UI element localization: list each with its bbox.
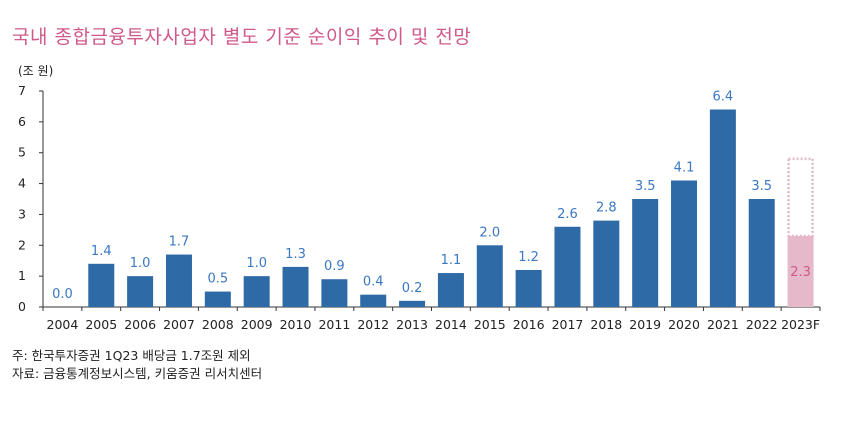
x-tick-label: 2016	[513, 317, 545, 332]
y-tick-label: 1	[18, 268, 26, 283]
bar-2010	[282, 266, 309, 307]
bar-2015	[476, 245, 503, 307]
bar-2013	[399, 300, 426, 307]
bar-2018	[593, 220, 620, 307]
data-label: 1.3	[285, 247, 306, 262]
bar-chart: 0 1 2 3 4 5 6 7 2004 0.0 2005 1.4 2006 1.0 2007 1.7 2008…	[18, 83, 821, 332]
bar-2007	[165, 254, 192, 307]
x-tick-label: 2008	[202, 317, 234, 332]
forecast-dotted-bar	[787, 157, 814, 238]
bar-2016	[515, 269, 542, 307]
data-label: 0.0	[52, 287, 73, 302]
bar-2014	[437, 273, 464, 307]
y-tick-label: 3	[18, 206, 26, 221]
bar-2020	[671, 180, 698, 307]
data-label: 0.9	[324, 259, 345, 274]
x-tick-label: 2005	[85, 317, 117, 332]
bar-2019	[632, 199, 659, 307]
x-tick-label: 2011	[318, 317, 350, 332]
y-tick-label: 7	[18, 83, 26, 98]
bar-2023F	[787, 236, 814, 307]
bar-2009	[243, 276, 270, 307]
x-tick-label: 2014	[435, 317, 467, 332]
bar-2017	[554, 226, 581, 307]
x-tick-label: 2015	[474, 317, 506, 332]
data-label: 2.0	[479, 225, 500, 240]
x-tick-label: 2012	[357, 317, 389, 332]
data-label: 1.7	[169, 235, 190, 250]
y-tick-label: 4	[18, 176, 26, 191]
footnote: 주: 한국투자증권 1Q23 배당금 1.7조원 제외	[12, 348, 251, 363]
y-tick-label: 5	[18, 145, 26, 160]
chart-title: 국내 종합금융투자사업자 별도 기준 순이익 추이 및 전망	[12, 26, 472, 48]
x-tick-label: 2010	[280, 317, 312, 332]
data-label: 4.1	[674, 160, 695, 175]
x-tick-label: 2013	[396, 317, 428, 332]
data-label: 1.0	[246, 256, 267, 271]
x-tick-label: 2018	[590, 317, 622, 332]
bar-2008	[204, 291, 231, 307]
data-label: 0.4	[363, 275, 384, 290]
y-tick-label: 0	[18, 299, 26, 314]
data-label: 3.5	[751, 179, 772, 194]
data-label: 2.6	[557, 207, 578, 222]
data-label: 0.5	[207, 272, 228, 287]
data-label: 3.5	[635, 179, 656, 194]
x-tick-label: 2009	[241, 317, 273, 332]
bar-2012	[360, 294, 387, 307]
x-tick-label: 2023F	[781, 317, 820, 332]
x-tick-label: 2004	[47, 317, 79, 332]
y-tick-label: 2	[18, 237, 26, 252]
source-note: 자료: 금융통계정보시스템, 키움증권 리서치센터	[12, 366, 263, 381]
data-label: 1.2	[518, 250, 539, 265]
data-label: 2.3	[790, 265, 811, 280]
x-tick-label: 2006	[124, 317, 156, 332]
y-axis-unit: (조 원)	[18, 64, 54, 78]
data-label: 2.8	[596, 201, 617, 216]
data-label: 1.4	[91, 244, 112, 259]
bar-2021	[709, 109, 736, 307]
x-tick-label: 2017	[552, 317, 584, 332]
x-tick-label: 2021	[707, 317, 739, 332]
data-label: 1.0	[130, 256, 151, 271]
bar-2006	[127, 276, 154, 307]
bar-2022	[748, 199, 775, 307]
bar-2005	[88, 263, 115, 307]
x-tick-label: 2020	[668, 317, 700, 332]
data-label: 6.4	[713, 90, 734, 105]
y-tick-label: 6	[18, 114, 26, 129]
bar-2011	[321, 279, 348, 307]
x-tick-label: 2007	[163, 317, 195, 332]
data-label: 0.2	[402, 281, 423, 296]
data-label: 1.1	[441, 253, 462, 268]
x-tick-label: 2019	[629, 317, 661, 332]
x-tick-label: 2022	[746, 317, 778, 332]
